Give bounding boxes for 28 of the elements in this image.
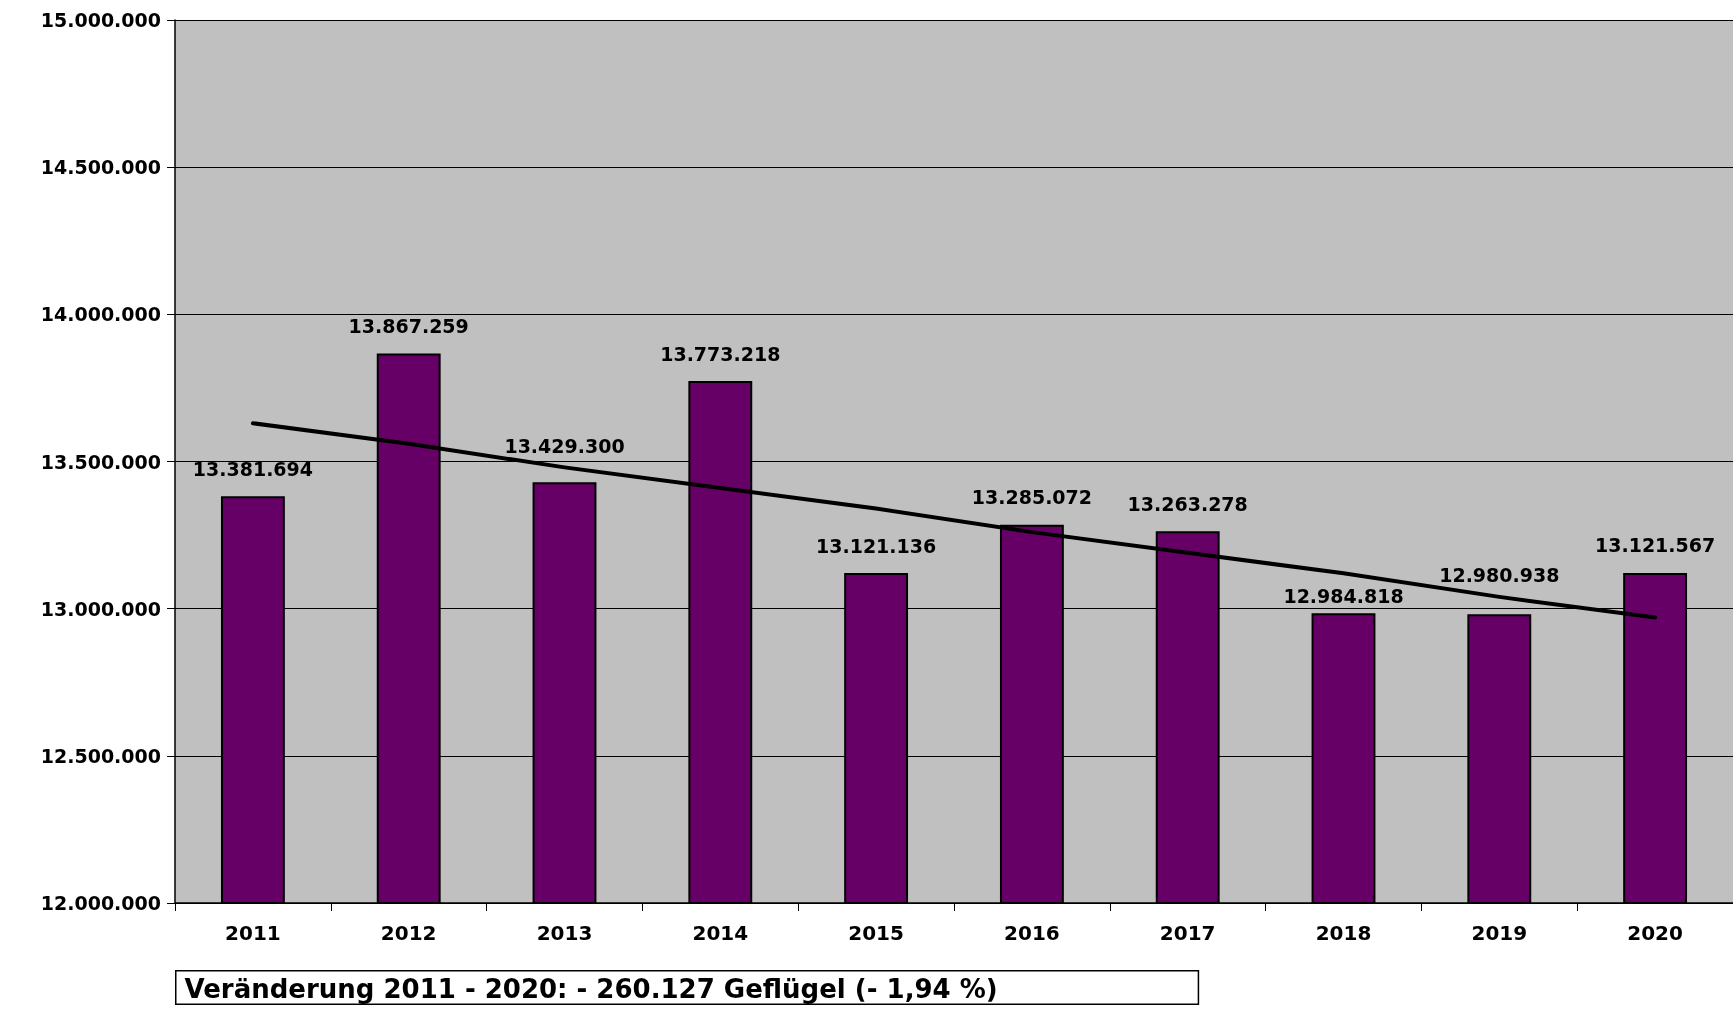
data-label: 13.263.278	[1127, 492, 1248, 515]
y-tick-label: 14.500.000	[40, 156, 161, 179]
y-tick-label: 12.500.000	[40, 744, 161, 767]
data-label: 13.121.136	[816, 534, 937, 557]
data-label: 13.381.694	[192, 457, 313, 480]
data-label: 13.867.259	[348, 314, 469, 337]
x-tick-label: 2015	[848, 921, 904, 945]
y-tick-label: 13.000.000	[40, 597, 161, 620]
data-label: 12.980.938	[1439, 564, 1560, 587]
x-tick-label: 2020	[1627, 921, 1683, 945]
data-label: 13.429.300	[504, 434, 625, 457]
y-tick-label: 14.000.000	[40, 303, 161, 326]
data-label: 13.121.567	[1595, 534, 1716, 557]
x-tick-label: 2012	[380, 921, 437, 945]
data-label: 13.285.072	[971, 486, 1092, 509]
data-label: 13.773.218	[660, 342, 781, 365]
y-tick-label: 15.000.000	[40, 9, 161, 31]
x-tick-label: 2011	[225, 921, 281, 945]
y-tick-label: 13.500.000	[40, 450, 161, 473]
x-tick-label: 2016	[1004, 921, 1060, 945]
x-tick-label: 2019	[1471, 921, 1528, 945]
x-tick-label: 2014	[692, 921, 749, 945]
x-tick-label: 2013	[536, 921, 593, 945]
x-tick-label: 2017	[1159, 921, 1216, 945]
y-tick-label: 12.000.000	[40, 892, 161, 914]
x-tick-label: 2018	[1315, 921, 1372, 945]
text: Veränderung 2011 - 2020: - 260.127 Geflügel (- 1,94 %)	[184, 973, 998, 1004]
data-label: 12.984.818	[1283, 584, 1404, 607]
